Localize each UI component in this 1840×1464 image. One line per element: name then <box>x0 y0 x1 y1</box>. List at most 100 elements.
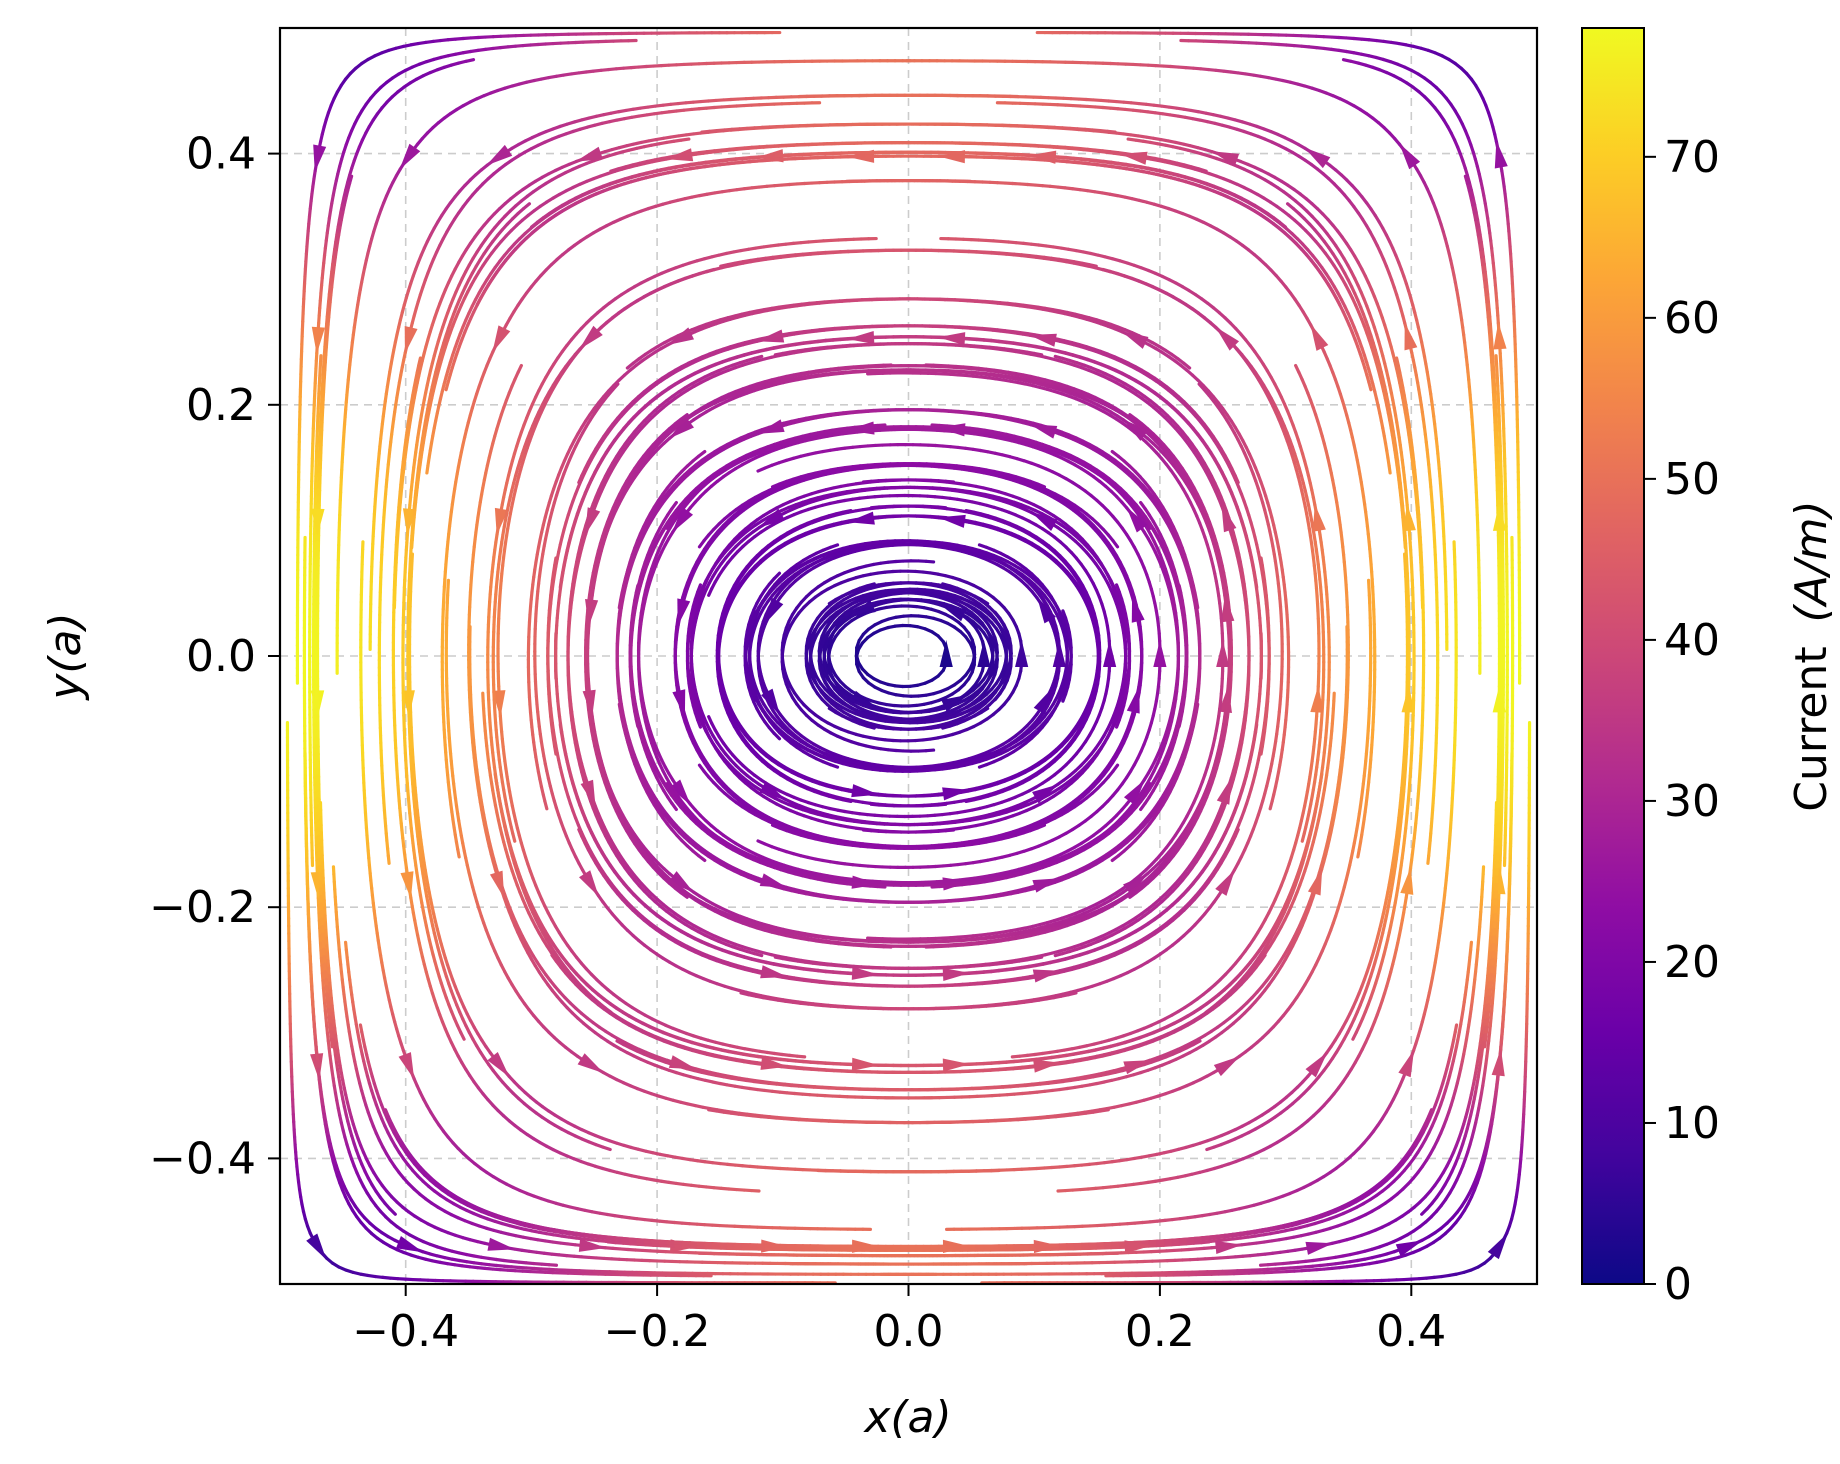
streamline-arrow <box>1126 506 1148 533</box>
streamline-arrow <box>942 967 970 982</box>
streamline-arrow <box>1491 1048 1505 1077</box>
streamline-arrow <box>1305 1052 1328 1078</box>
streamline-16 <box>467 364 932 1100</box>
x-tick-label-0: −0.4 <box>352 1306 459 1357</box>
streamline-arrow <box>1028 150 1057 164</box>
streamline-125 <box>817 587 1013 725</box>
streamline-arrow <box>677 598 691 627</box>
x-tick-label-4: 0.4 <box>1376 1306 1446 1357</box>
streamline-arrow <box>942 1058 970 1072</box>
streamline-arrow <box>1123 873 1149 895</box>
colorbar-label: Current (A/m) <box>1786 500 1837 811</box>
streamline-109 <box>797 93 1449 652</box>
streamline-arrow <box>1400 867 1414 895</box>
streamline-arrow <box>395 1236 424 1253</box>
streamline-123 <box>1035 30 1522 685</box>
streamline-130 <box>866 371 1230 941</box>
streamline-arrow <box>1401 685 1415 713</box>
streamline-2 <box>310 354 559 1267</box>
streamline-arrow <box>1121 331 1149 349</box>
streamline-36 <box>636 427 1152 889</box>
colorbar-tick-label-4: 40 <box>1664 615 1720 666</box>
streamline-arrow <box>1119 151 1148 165</box>
streamline-arrow <box>1310 323 1329 351</box>
streamline-arrow <box>1307 867 1323 896</box>
streamline-arrow <box>1153 640 1167 667</box>
streamline-37 <box>584 368 1176 899</box>
streamline-arrow <box>578 1238 607 1252</box>
streamline-arrow <box>937 332 966 346</box>
streamline-arrow <box>1404 322 1418 351</box>
streamline-arrow <box>1033 687 1053 715</box>
streamline-arrow <box>1029 333 1057 347</box>
streamline-arrow <box>939 640 953 667</box>
streamline-arrow <box>1123 419 1149 441</box>
colorbar-label-quantity: Current <box>1786 646 1837 811</box>
streamline-arrow <box>400 871 414 899</box>
streamline-arrow <box>311 326 325 355</box>
streamline-13 <box>335 59 912 675</box>
colorbar <box>1581 27 1645 1285</box>
streamline-arrow <box>1015 640 1029 667</box>
streamline-arrow <box>977 640 991 667</box>
streamline-121 <box>1341 58 1507 1049</box>
streamline-111 <box>945 540 1458 1231</box>
streamline-arrow <box>306 1233 327 1260</box>
streamline-arrow <box>1216 640 1230 667</box>
x-axis-label: x(a) <box>862 1392 951 1443</box>
streamline-arrow <box>1215 869 1236 896</box>
streamline-64 <box>558 632 1264 982</box>
streamline-108 <box>845 178 1377 859</box>
streamline-19 <box>440 178 972 859</box>
streamline-99 <box>831 364 1235 949</box>
x-tick-label-1: −0.2 <box>604 1306 711 1357</box>
stream-lines <box>285 30 1532 1284</box>
streamline-118 <box>1104 535 1515 1278</box>
streamline-74 <box>550 691 1336 1075</box>
streamline-12 <box>377 101 822 865</box>
y-tick-label-4: 0.4 <box>186 129 256 180</box>
streamline-4 <box>311 58 476 1049</box>
streamline-arrow <box>1399 143 1421 170</box>
streamline-8 <box>359 540 872 1231</box>
streamline-77 <box>685 478 1128 827</box>
streamline-124 <box>826 604 977 708</box>
colorbar-tick-label-7: 70 <box>1664 132 1720 183</box>
streamline-128 <box>707 493 1117 819</box>
streamline-95 <box>707 578 1373 1125</box>
streamline-arrow <box>487 1051 510 1078</box>
streamline-arrow <box>1398 1049 1415 1078</box>
streamline-75 <box>577 556 1271 988</box>
streamline-114 <box>1126 137 1416 1041</box>
streamline-80 <box>685 485 1128 834</box>
y-tick-label-0: −0.4 <box>149 1133 256 1184</box>
streamline-arrow <box>668 871 694 893</box>
y-axis-ticks: −0.4 −0.2 0.0 0.2 0.4 <box>149 129 280 1184</box>
streamline-100 <box>773 342 1251 958</box>
streamline-43 <box>615 449 1200 904</box>
streamline-arrow <box>1221 504 1237 533</box>
streamline-arrow <box>585 507 601 535</box>
streamline-arrow <box>399 143 421 170</box>
streamline-116 <box>905 59 1482 675</box>
streamline-76 <box>617 449 1202 904</box>
streamline-arrow <box>669 779 691 806</box>
streamline-arrow <box>1032 878 1061 893</box>
streamline-arrow <box>404 325 418 354</box>
streamline-arrow <box>311 508 325 536</box>
streamline-10 <box>401 202 612 1152</box>
streamline-arrow <box>1395 1240 1424 1257</box>
streamline-arrow <box>1402 503 1416 532</box>
streamline-arrow <box>1305 1241 1334 1255</box>
streamline-arrow <box>668 417 694 439</box>
colorbar-label-units: (A/m) <box>1786 500 1837 622</box>
streamline-105 <box>885 364 1350 1100</box>
streamline-arrow <box>1310 685 1324 713</box>
streamline-arrow <box>1213 1056 1241 1077</box>
streamline-129 <box>756 443 1167 869</box>
streamline-arrow <box>1033 1239 1061 1254</box>
streamline-94 <box>697 865 1486 1258</box>
streamline-106 <box>1010 267 1324 1059</box>
streamline-arrow <box>1123 1060 1152 1075</box>
colorbar-tick-label-1: 10 <box>1664 1098 1720 1149</box>
